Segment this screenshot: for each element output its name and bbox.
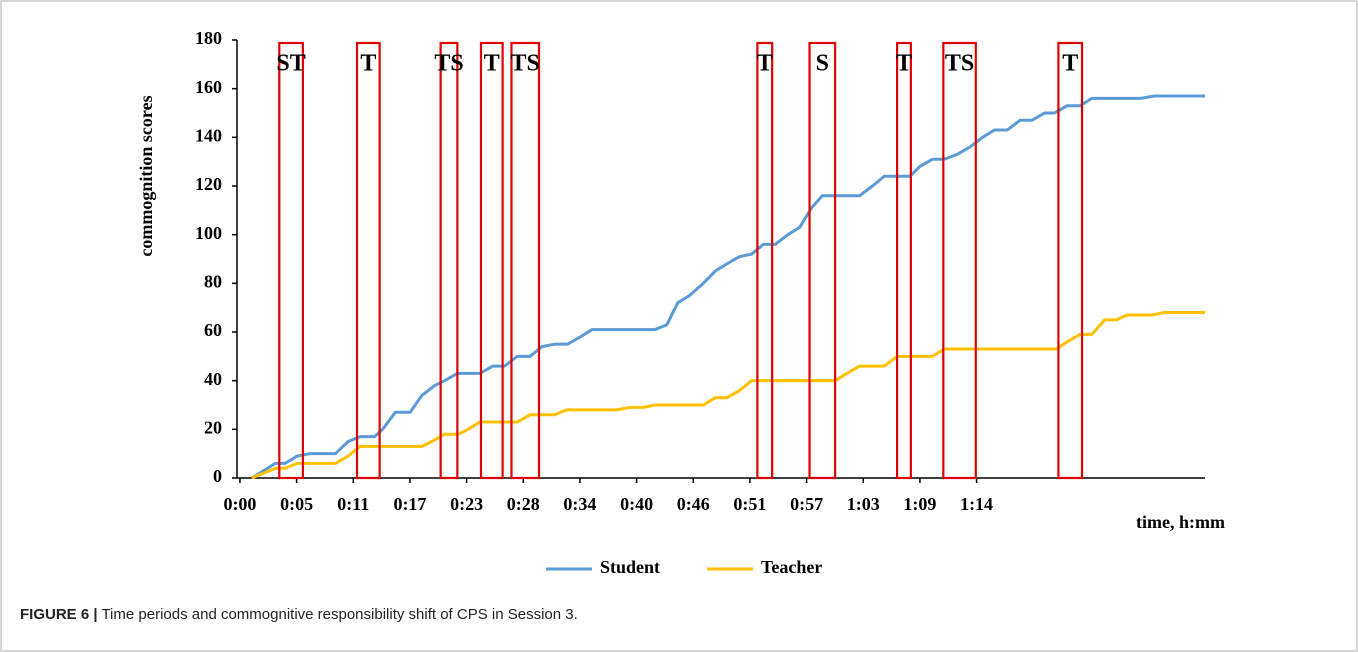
annotation-label: S — [816, 51, 829, 77]
x-tick-label: 0:51 — [733, 494, 766, 514]
y-axis-title: commognition scores — [136, 95, 156, 256]
y-tick-label: 180 — [195, 28, 222, 48]
annotation-label: TS — [434, 51, 463, 77]
legend-label: Teacher — [761, 557, 822, 577]
y-tick-label: 100 — [195, 223, 222, 243]
annotation-box — [439, 41, 459, 480]
annotation-box — [355, 41, 381, 480]
legend-label: Student — [600, 557, 660, 577]
y-tick-label: 140 — [195, 125, 222, 145]
annotation-label: TS — [511, 51, 540, 77]
x-tick-label: 1:14 — [960, 494, 993, 514]
x-tick-label: 0:40 — [620, 494, 653, 514]
annotation-box — [278, 41, 305, 480]
x-tick-label: 1:03 — [847, 494, 880, 514]
y-tick-label: 80 — [204, 271, 222, 291]
y-tick-label: 20 — [204, 417, 222, 437]
annotation-box — [510, 41, 541, 480]
y-tick-label: 120 — [195, 174, 222, 194]
annotation-label: T — [1062, 51, 1078, 77]
annotation-label: T — [360, 51, 376, 77]
annotation-box — [756, 41, 774, 480]
y-tick-label: 0 — [213, 466, 222, 486]
annotation-label: T — [896, 51, 912, 77]
annotation-box — [942, 41, 977, 480]
annotation-box — [895, 41, 912, 480]
annotation-box — [1057, 41, 1084, 480]
caption-label: FIGURE 6 | — [20, 606, 98, 623]
y-tick-label: 160 — [195, 77, 222, 97]
y-tick-label: 60 — [204, 320, 222, 340]
x-tick-label: 0:46 — [677, 494, 710, 514]
x-tick-label: 0:34 — [563, 494, 596, 514]
y-tick-label: 40 — [204, 369, 222, 389]
annotation-box — [479, 41, 504, 480]
caption-text: Time periods and commognitive responsibi… — [101, 606, 578, 623]
x-tick-label: 0:05 — [280, 494, 313, 514]
x-tick-label: 0:28 — [507, 494, 540, 514]
x-tick-label: 0:57 — [790, 494, 823, 514]
annotation-box — [808, 41, 837, 480]
annotation-label: TS — [945, 51, 974, 77]
x-tick-label: 0:11 — [337, 494, 369, 514]
series-line — [251, 311, 1205, 480]
x-tick-label: 0:00 — [223, 494, 256, 514]
x-tick-label: 0:17 — [393, 494, 426, 514]
x-tick-label: 0:23 — [450, 494, 483, 514]
x-tick-label: 1:09 — [903, 494, 936, 514]
series-line — [250, 94, 1205, 480]
annotation-label: T — [757, 51, 773, 77]
annotation-label: T — [484, 51, 500, 77]
annotation-label: ST — [276, 51, 305, 77]
x-axis-title: time, h:mm — [1136, 512, 1225, 532]
caption: FIGURE 6 | Time periods and commognitive… — [20, 606, 578, 623]
